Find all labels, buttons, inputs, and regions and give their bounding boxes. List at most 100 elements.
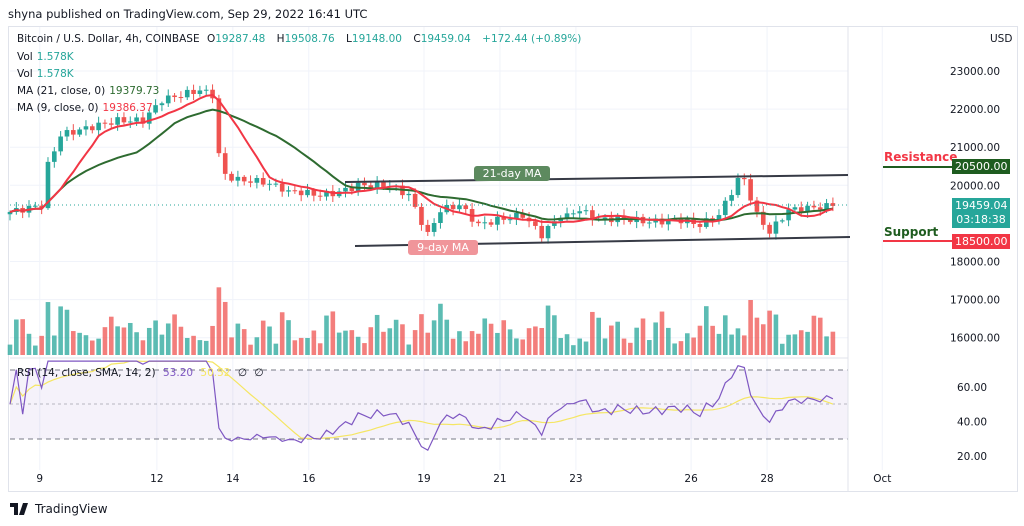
volume-bar xyxy=(7,344,13,355)
time-tick: 14 xyxy=(226,473,240,485)
volume-bar xyxy=(241,329,247,355)
volume-bar xyxy=(425,332,431,355)
volume-bar xyxy=(108,316,114,355)
volume-bar xyxy=(58,306,63,355)
high-label: H xyxy=(276,33,285,45)
price-axis: 23000.00 22000.00 21000.00 20000.00 18000.00… xyxy=(950,66,1000,463)
volume-bar xyxy=(140,340,146,355)
high-value: 19508.76 xyxy=(284,33,335,45)
candle-body xyxy=(248,181,253,183)
volume-bar xyxy=(824,336,829,355)
volume-bar xyxy=(811,315,817,355)
ma9-legend[interactable]: MA (9, close, 0) 19386.37 xyxy=(17,102,157,114)
time-tick: 26 xyxy=(684,473,698,485)
volume-bar xyxy=(577,338,582,355)
volume-bar xyxy=(590,311,595,355)
vol2-label: Vol xyxy=(17,68,33,80)
candle-body xyxy=(102,122,108,124)
symbol-title[interactable]: Bitcoin / U.S. Dollar, 4h, COINBASE xyxy=(17,33,200,45)
volume-bar xyxy=(672,343,677,355)
volume-bar xyxy=(235,323,241,355)
volume-bar xyxy=(792,334,798,355)
volume-bar xyxy=(691,337,696,355)
ma21-legend[interactable]: MA (21, close, 0) 19379.73 xyxy=(17,85,163,97)
volume-bar xyxy=(248,344,253,355)
candle-body xyxy=(381,181,386,188)
volume-bar xyxy=(798,330,804,355)
published-line: shyna published on TradingView.com, Sep … xyxy=(8,7,368,21)
ma9-annotation: 9-day MA xyxy=(408,240,478,255)
open-value: 19287.48 xyxy=(215,33,266,45)
candle-body xyxy=(438,212,443,224)
candle-body xyxy=(507,219,513,221)
volume-bar xyxy=(514,338,519,355)
candle-body xyxy=(39,205,44,209)
candle-body xyxy=(254,178,260,183)
candle-body xyxy=(260,178,266,185)
rsi-legend[interactable]: RSI (14, close, SMA, 14, 2) 53.20 50.52 … xyxy=(17,367,267,379)
candle-body xyxy=(222,153,228,174)
volume-bar xyxy=(362,343,367,355)
candle-body xyxy=(748,179,753,201)
chart-frame[interactable] xyxy=(8,26,1018,492)
grid xyxy=(10,27,883,470)
volume-bar xyxy=(773,314,779,355)
volume-bar xyxy=(83,335,89,355)
candle-body xyxy=(159,103,165,106)
volume-bar xyxy=(172,314,177,355)
volume-bar xyxy=(628,342,633,355)
volume-bar xyxy=(127,322,133,355)
vol2-legend[interactable]: Vol 1.578K xyxy=(17,68,78,80)
rsi-line xyxy=(9,360,834,452)
candle-body xyxy=(482,222,488,224)
candle-body xyxy=(704,218,709,227)
volume-bar xyxy=(14,319,19,355)
candle-body xyxy=(741,178,747,180)
candle-body xyxy=(533,221,538,226)
candle-body xyxy=(590,210,595,220)
candle-body xyxy=(722,200,728,216)
volume-bar xyxy=(311,330,317,355)
volume-bar xyxy=(653,322,658,355)
volume-bar xyxy=(153,320,158,355)
candle-body xyxy=(817,207,823,210)
ma9-label: MA (9, close, 0) xyxy=(17,102,99,114)
volume-bar xyxy=(678,341,684,355)
vol-label: Vol xyxy=(17,51,33,63)
volume-bar xyxy=(273,343,279,355)
volume-bar xyxy=(374,314,380,355)
price-tick: 18000.00 xyxy=(950,257,1000,269)
volume-bar xyxy=(564,334,570,355)
candle-body xyxy=(552,221,557,226)
volume-bar xyxy=(685,333,690,355)
volume-bar xyxy=(229,337,234,355)
candle-body xyxy=(52,151,57,162)
rsi-value: 53.20 xyxy=(163,367,194,379)
candle-body xyxy=(210,89,215,99)
volume-bar xyxy=(159,334,165,355)
candle-body xyxy=(488,222,494,225)
candle-body xyxy=(349,187,355,191)
time-tick: 28 xyxy=(760,473,773,485)
volume-bar xyxy=(349,330,355,355)
volume-bar xyxy=(450,338,456,355)
candle-body xyxy=(779,220,785,222)
candle-body xyxy=(203,89,209,91)
volume-bar xyxy=(216,287,222,355)
bar-countdown: 03:18:38 xyxy=(956,213,1006,226)
vol-legend[interactable]: Vol 1.578K xyxy=(17,51,78,63)
volume-bar xyxy=(501,320,507,355)
volume-bar xyxy=(400,324,405,355)
volume-bar xyxy=(102,327,108,355)
volume-bar xyxy=(305,337,310,355)
candle-body xyxy=(191,89,196,94)
candle-body xyxy=(501,216,507,220)
candle-body xyxy=(792,207,798,210)
tradingview-logo[interactable]: TradingView xyxy=(10,502,108,516)
candle-body xyxy=(760,211,766,225)
candle-body xyxy=(666,219,671,225)
volume-bar xyxy=(431,320,437,355)
volume-bar xyxy=(39,335,44,355)
candle-body xyxy=(178,97,184,99)
